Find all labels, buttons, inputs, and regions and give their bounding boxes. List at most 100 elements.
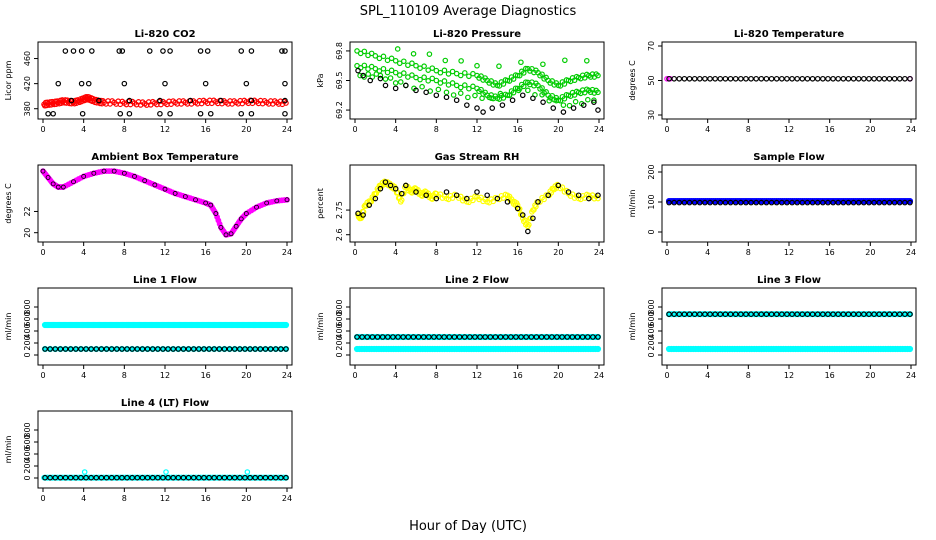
panel-title: Li-820 CO2 bbox=[134, 29, 195, 40]
data-point bbox=[717, 75, 724, 82]
data-point bbox=[395, 334, 401, 340]
x-tick-label: 0 bbox=[664, 371, 669, 380]
data-point bbox=[431, 334, 437, 340]
data-point bbox=[574, 334, 581, 340]
data-point bbox=[896, 311, 903, 318]
data-point bbox=[583, 57, 590, 64]
data-point bbox=[384, 69, 391, 76]
data-point bbox=[753, 199, 759, 206]
data-point bbox=[129, 98, 136, 105]
data-point bbox=[451, 334, 458, 340]
data-point bbox=[380, 53, 387, 60]
data-point bbox=[579, 334, 586, 340]
x-tick-label: 12 bbox=[472, 248, 482, 257]
data-point bbox=[93, 346, 100, 352]
y-tick-label: 2.75 bbox=[335, 201, 344, 219]
data-point bbox=[200, 97, 207, 104]
data-point bbox=[126, 97, 133, 104]
data-point bbox=[157, 97, 163, 104]
data-point bbox=[361, 62, 368, 69]
data-point bbox=[433, 195, 440, 202]
data-point bbox=[149, 474, 156, 481]
data-point bbox=[197, 48, 204, 54]
data-point bbox=[497, 334, 504, 340]
data-point bbox=[779, 311, 785, 318]
reference-point bbox=[228, 231, 234, 237]
data-point bbox=[88, 346, 94, 352]
data-point bbox=[453, 97, 460, 104]
data-point bbox=[453, 82, 460, 89]
y-tick-label: 380 bbox=[23, 101, 32, 116]
data-point bbox=[671, 199, 677, 206]
data-point bbox=[279, 48, 285, 54]
x-tick-label: 8 bbox=[434, 125, 439, 134]
data-point bbox=[45, 110, 51, 117]
data-point bbox=[366, 202, 373, 208]
data-point bbox=[48, 102, 54, 108]
data-point bbox=[825, 199, 831, 206]
data-point bbox=[126, 110, 133, 117]
data-point bbox=[129, 346, 135, 352]
panel-title: Li-820 Pressure bbox=[433, 29, 521, 40]
data-point bbox=[702, 75, 708, 82]
data-point bbox=[768, 199, 775, 206]
data-point bbox=[488, 95, 495, 101]
data-point bbox=[472, 92, 478, 99]
data-point bbox=[518, 59, 524, 66]
data-point bbox=[379, 334, 386, 340]
data-point bbox=[400, 70, 407, 76]
data-point bbox=[368, 63, 375, 70]
data-point bbox=[835, 199, 842, 206]
data-point bbox=[421, 63, 427, 69]
data-point bbox=[211, 97, 217, 104]
data-point bbox=[804, 311, 811, 318]
data-point bbox=[835, 311, 842, 318]
data-point bbox=[58, 100, 65, 107]
panel-ylabel: percent bbox=[316, 188, 325, 219]
data-point bbox=[794, 199, 800, 206]
data-point bbox=[686, 199, 693, 206]
data-point bbox=[738, 75, 744, 82]
data-point bbox=[242, 474, 248, 481]
data-point bbox=[57, 346, 64, 352]
x-tick-label: 20 bbox=[553, 371, 563, 380]
data-point bbox=[114, 474, 120, 481]
data-point bbox=[409, 72, 415, 78]
data-point bbox=[196, 474, 202, 481]
data-point bbox=[541, 196, 547, 203]
panel-line-4-lt-flow: Line 4 (LT) Flow ml/min 0 4 8 12 16 20 24 0 200400… bbox=[4, 398, 293, 503]
data-point bbox=[896, 75, 903, 82]
data-point bbox=[707, 75, 713, 82]
data-point bbox=[702, 311, 708, 318]
x-tick-label: 4 bbox=[81, 125, 86, 134]
data-point bbox=[784, 311, 790, 318]
y-tick-label: 70 bbox=[647, 41, 656, 51]
data-point bbox=[170, 346, 176, 352]
data-point bbox=[743, 199, 749, 206]
data-point bbox=[712, 311, 718, 318]
x-tick-label: 8 bbox=[434, 248, 439, 257]
data-point bbox=[68, 97, 75, 104]
data-point bbox=[809, 199, 816, 206]
plot-frame bbox=[37, 164, 293, 243]
y-tick-label: 800 bbox=[647, 299, 656, 314]
data-point bbox=[676, 75, 683, 82]
data-point bbox=[830, 75, 836, 82]
data-point bbox=[855, 75, 862, 82]
data-point bbox=[121, 80, 128, 87]
data-point bbox=[365, 66, 371, 72]
panel-sample-flow: Sample Flow ml/min 0 4 8 12 16 20 24 0 100 200 bbox=[628, 152, 917, 257]
x-tick-label: 16 bbox=[201, 248, 211, 257]
data-point bbox=[368, 50, 375, 57]
data-point bbox=[743, 311, 749, 318]
x-tick-label: 24 bbox=[282, 494, 292, 503]
data-point bbox=[881, 75, 888, 82]
data-point bbox=[453, 192, 460, 199]
data-point bbox=[160, 98, 166, 105]
data-point bbox=[231, 98, 237, 104]
data-point bbox=[278, 474, 284, 481]
data-point bbox=[484, 192, 490, 199]
data-point bbox=[539, 85, 545, 91]
x-tick-label: 20 bbox=[865, 248, 875, 257]
x-tick-label: 0 bbox=[664, 125, 669, 134]
